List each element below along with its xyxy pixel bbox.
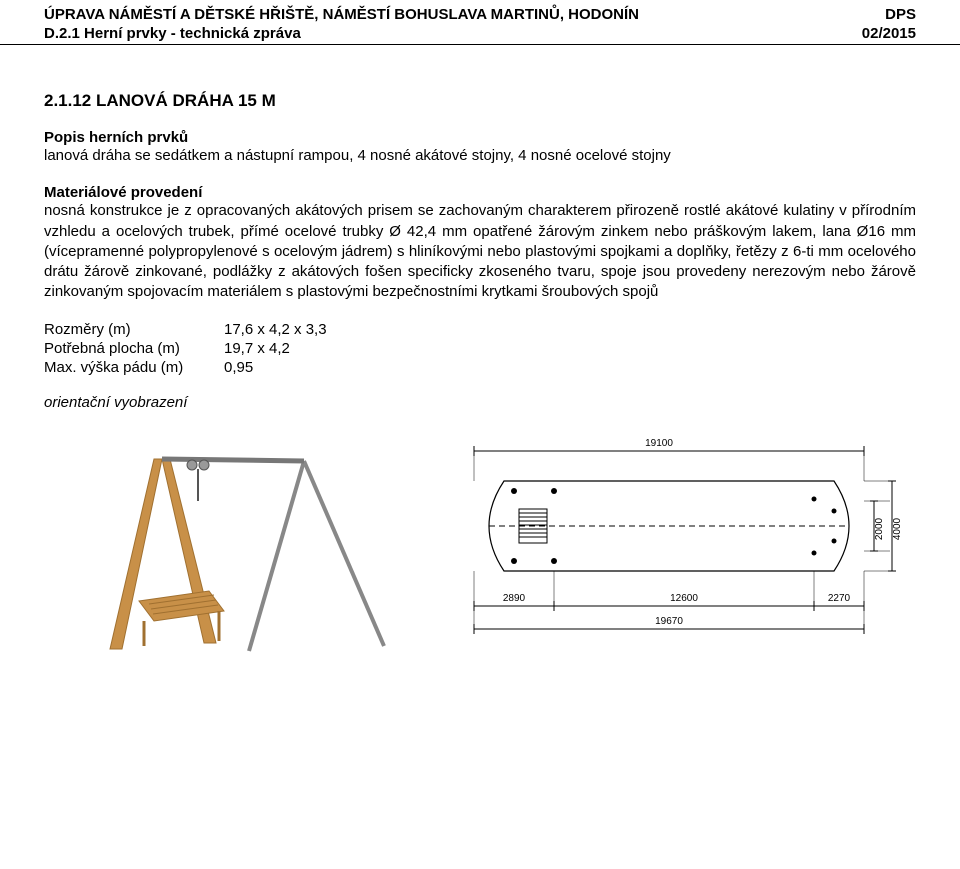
spec3-value: 0,95 (224, 359, 916, 376)
material-heading: Materiálové provedení (44, 184, 916, 201)
dim-b-b: 12600 (670, 593, 698, 604)
header-title-left: ÚPRAVA NÁMĚSTÍ A DĚTSKÉ HŘIŠTĚ, NÁMĚSTÍ … (44, 6, 639, 23)
plan-view: 19100 20 (434, 431, 904, 671)
popis-text: lanová dráha se sedátkem a nástupní ramp… (44, 146, 916, 166)
section-title: 2.1.12 LANOVÁ DRÁHA 15 M (44, 91, 916, 111)
spec1-label: Rozměry (m) (44, 321, 224, 338)
spec2-value: 19,7 x 4,2 (224, 340, 916, 357)
dim-top: 19100 (645, 438, 673, 449)
header-sub-right: 02/2015 (862, 25, 916, 44)
spec1-value: 17,6 x 4,2 x 3,3 (224, 321, 916, 338)
dim-b-total: 19670 (655, 616, 683, 627)
header-title-right: DPS (885, 6, 916, 23)
dim-b-c: 2270 (828, 593, 851, 604)
spec2-label: Potřebná plocha (m) (44, 340, 224, 357)
dim-r-in: 2000 (874, 517, 885, 540)
specs-table: Rozměry (m) 17,6 x 4,2 x 3,3 Potřebná pl… (44, 321, 916, 376)
popis-heading: Popis herních prvků (44, 129, 916, 146)
material-text: nosná konstrukce je z opracovaných akáto… (44, 201, 916, 302)
spec3-label: Max. výška pádu (m) (44, 359, 224, 376)
dim-b-a: 2890 (503, 593, 526, 604)
header-sub-left: D.2.1 Herní prvky - technická zpráva (44, 25, 301, 44)
dim-r-out: 4000 (892, 517, 903, 540)
figure-caption: orientační vyobrazení (44, 394, 916, 411)
illustration-3d (44, 431, 404, 671)
